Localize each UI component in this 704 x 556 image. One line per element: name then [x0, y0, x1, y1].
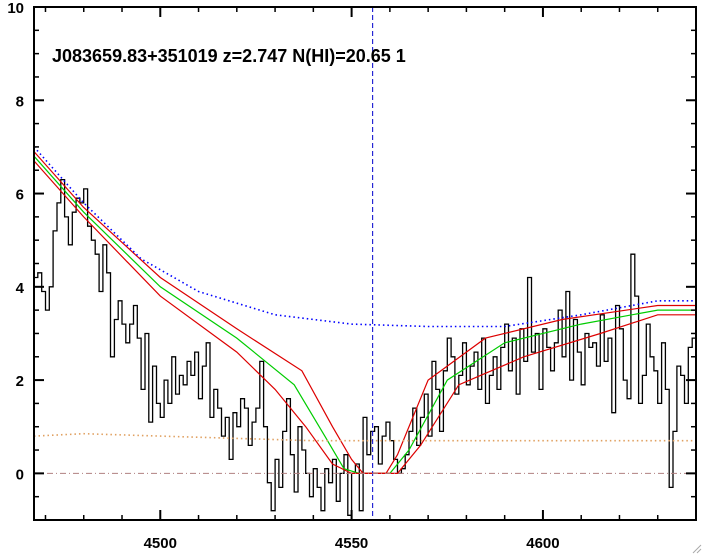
x-tick-label: 4600 [526, 535, 559, 552]
resize-grip-icon[interactable] [690, 542, 702, 554]
y-tick-label: 6 [16, 187, 24, 204]
y-tick-label: 10 [7, 0, 24, 17]
series-line-flux [34, 178, 696, 516]
x-tick-label: 4500 [144, 535, 177, 552]
y-tick-label: 4 [16, 280, 25, 297]
plot-frame [33, 6, 697, 521]
series-line-continuum [34, 146, 696, 328]
tick-layer: 4500 4550 4600 0 2 4 6 8 10 [7, 0, 697, 552]
x-tick-label: 4550 [335, 535, 368, 552]
series-layer [34, 146, 696, 516]
y-tick-label: 0 [16, 466, 24, 483]
y-tick-label: 8 [16, 93, 24, 110]
chart-title: J083659.83+351019 z=2.747 N(HI)=20.65 1 [52, 46, 406, 66]
y-tick-label: 2 [16, 373, 24, 390]
series-line-error [34, 432, 696, 442]
